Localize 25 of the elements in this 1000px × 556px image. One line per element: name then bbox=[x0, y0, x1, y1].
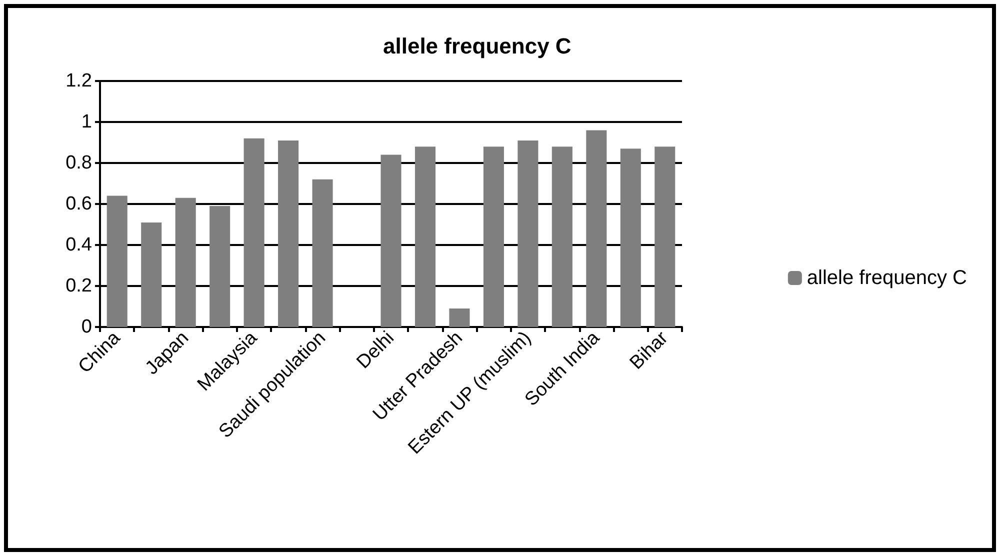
bar bbox=[449, 308, 470, 327]
chart-title: allele frequency C bbox=[383, 34, 572, 58]
legend-label: allele frequency C bbox=[806, 267, 968, 289]
bar bbox=[414, 146, 436, 327]
y-tick-label: 0.8 bbox=[66, 152, 92, 174]
y-tick-label: 1.2 bbox=[66, 70, 92, 92]
y-tick-label: 0.2 bbox=[66, 276, 92, 296]
bar bbox=[278, 140, 299, 327]
bar bbox=[620, 148, 641, 327]
bar bbox=[586, 130, 607, 327]
bar bbox=[380, 154, 402, 327]
bar bbox=[518, 140, 538, 327]
y-tick-label: 0 bbox=[81, 316, 92, 338]
bar bbox=[483, 146, 504, 327]
bar bbox=[654, 146, 676, 327]
y-tick-label: 0.4 bbox=[66, 234, 92, 256]
bar bbox=[312, 179, 333, 327]
bar bbox=[175, 198, 196, 327]
bar bbox=[141, 222, 162, 327]
y-tick-label: 0.6 bbox=[66, 194, 92, 214]
y-tick-label: 1 bbox=[81, 112, 92, 132]
bar bbox=[210, 206, 230, 327]
bar bbox=[244, 138, 264, 327]
bar bbox=[106, 196, 128, 327]
bar bbox=[552, 146, 572, 327]
